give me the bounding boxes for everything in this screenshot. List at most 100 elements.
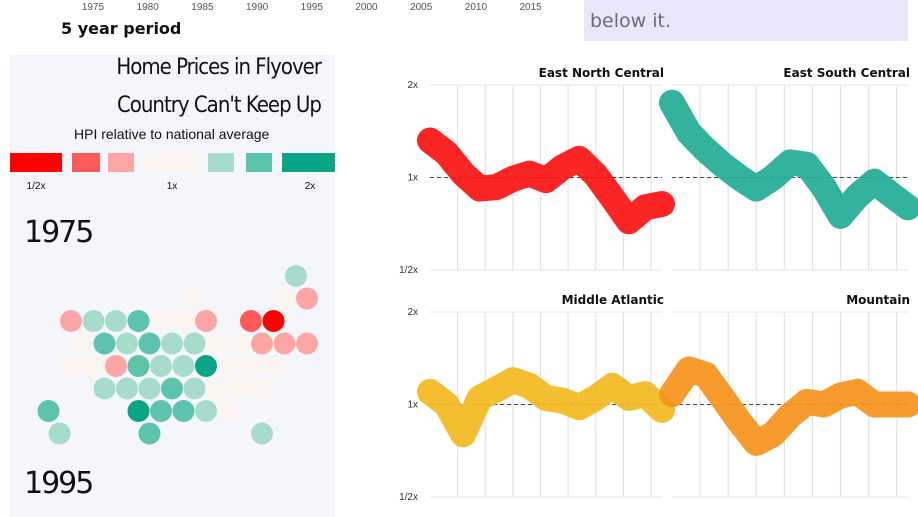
hexmap-cell [285, 265, 307, 287]
hexmap-cell [138, 422, 161, 445]
hexmap-cell [138, 332, 161, 355]
hexmap-cell [150, 400, 172, 422]
hexmap-cell [172, 400, 195, 422]
legend-swatch [146, 153, 198, 172]
facet-panel: Mountain [659, 293, 918, 498]
left-panel: Home Prices in Flyover Country Can't Kee… [10, 55, 335, 517]
facet-title: Middle Atlantic [562, 293, 664, 307]
hexmap-cell [206, 377, 228, 400]
top-axis-tick: 2015 [519, 2, 542, 13]
hexmap-cell [262, 310, 285, 332]
y-tick-label: 1/2x [399, 265, 418, 276]
legend-label: 1x [166, 181, 178, 192]
hexmap-cell [195, 400, 217, 422]
hexmap-cell [195, 355, 217, 377]
hexmap-cell [116, 332, 138, 355]
facet-panel: 2x 1x 1/2x Middle Atlantic [399, 293, 675, 503]
year-label-end: 1995 [24, 466, 94, 501]
hexmap-cell [105, 355, 127, 377]
hexmap-cell [217, 400, 240, 422]
hexmap-cell [296, 287, 318, 310]
hexmap-cell [262, 355, 285, 377]
facet-title: Mountain [846, 293, 910, 307]
y-tick-label: 1x [407, 173, 418, 184]
hexmap-cell [195, 310, 217, 332]
hexmap-cell [251, 332, 273, 355]
hexmap-cell [251, 422, 273, 445]
top-axis-tick: 2005 [410, 2, 433, 13]
hexmap-cell [206, 332, 228, 355]
hexmap-cell [60, 355, 82, 377]
legend-swatch [246, 153, 272, 172]
y-tick-label: 1x [407, 400, 418, 411]
hexmap-cell [82, 310, 105, 332]
hexmap-cell [183, 332, 206, 355]
top-axis-tick: 1985 [191, 2, 214, 13]
top-axis-tick: 1980 [136, 2, 159, 13]
hexmap [37, 265, 318, 445]
y-tick-label: 1/2x [399, 492, 418, 503]
hexmap-cell [37, 400, 60, 422]
top-axis-tick: 1975 [81, 2, 105, 13]
chart-subtitle: HPI relative to national average [74, 126, 270, 142]
hexmap-cell [82, 355, 105, 377]
hexmap-cell [93, 332, 116, 355]
hexmap-cell [273, 287, 296, 310]
hexmap-cell [161, 332, 183, 355]
facet-panel: East South Central [659, 66, 918, 271]
hexmap-cell [228, 332, 251, 355]
hexmap-cell [172, 355, 195, 377]
legend-label: 1/2x [26, 181, 46, 192]
chart-title-line2: Country Can't Keep Up [116, 93, 322, 118]
hexmap-cell [71, 332, 93, 355]
legend-swatch [282, 153, 335, 172]
hexmap-cell [127, 400, 150, 422]
series-line [659, 356, 918, 456]
facet-title: East South Central [783, 66, 910, 80]
legend-swatch [208, 153, 234, 172]
hexmap-cell [93, 377, 116, 400]
hexmap-cell [48, 422, 71, 445]
hexmap-cell [116, 377, 138, 400]
hexmap-cell [138, 377, 161, 400]
hexmap-cell [127, 310, 150, 332]
legend-label: 2x [304, 181, 316, 192]
hexmap-cell [105, 310, 127, 332]
facet-charts: 2x 1x 1/2x East North Central East South Cen… [399, 66, 918, 503]
year-label-start: 1975 [24, 215, 94, 250]
series-line [659, 89, 918, 229]
top-time-axis: 1975 1980 1985 1990 1995 2000 2005 2010 2015 [0, 0, 560, 18]
top-axis-tick: 1995 [300, 2, 323, 13]
hexmap-cell [273, 332, 296, 355]
top-axis-tick: 2000 [355, 2, 378, 13]
top-axis-tick: 1990 [245, 2, 269, 13]
hexmap-cell [183, 377, 206, 400]
hexmap-cell [240, 310, 262, 332]
note-text: below it. [590, 10, 672, 32]
hexmap-cell [60, 310, 82, 332]
y-tick-label: 2x [407, 80, 418, 91]
series-line [417, 367, 675, 448]
hexmap-cell [172, 310, 195, 332]
hexmap-cell [240, 355, 262, 377]
top-axis-tick: 2010 [464, 2, 488, 13]
hexmap-cell [161, 377, 183, 400]
series-line [417, 127, 675, 235]
legend-swatch [10, 153, 62, 172]
chart-title-line1: Home Prices in Flyover [116, 55, 322, 80]
hexmap-cell [217, 355, 240, 377]
hexmap-cell [183, 287, 206, 310]
hexmap-cell [127, 355, 150, 377]
legend-swatch [108, 153, 134, 172]
hexmap-cell [150, 310, 172, 332]
note-box: below it. [584, 0, 908, 41]
y-tick-label: 2x [407, 307, 418, 318]
period-label: 5 year period [61, 19, 182, 38]
hexmap-cell [228, 377, 251, 400]
hexmap-cell [251, 377, 273, 400]
facet-title: East North Central [539, 66, 664, 80]
hexmap-cell [150, 355, 172, 377]
facet-panel: 2x 1x 1/2x East North Central [399, 66, 675, 276]
hexmap-cell [296, 332, 318, 355]
legend-swatch [72, 153, 100, 172]
